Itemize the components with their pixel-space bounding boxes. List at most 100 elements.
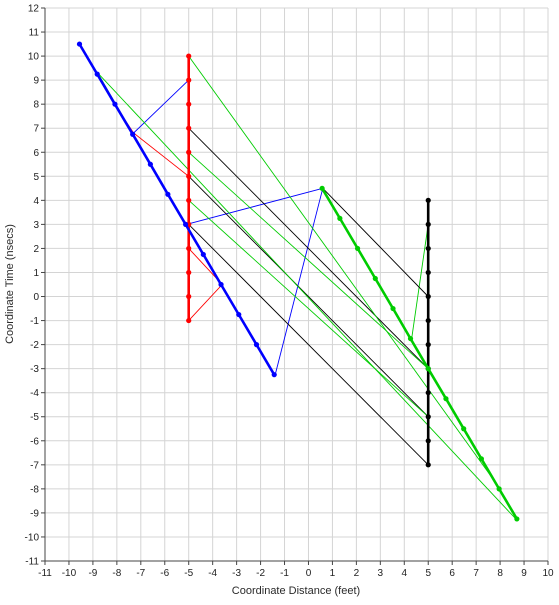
- data-point: [76, 41, 83, 47]
- data-point: [425, 317, 431, 324]
- y-tick-label: -9: [30, 508, 39, 519]
- signal-line: [188, 224, 429, 466]
- x-tick-label: -7: [136, 568, 145, 579]
- data-point: [354, 245, 361, 252]
- data-point: [130, 131, 136, 137]
- data-point: [186, 269, 192, 276]
- x-tick-label: 1: [330, 568, 336, 579]
- data-point: [425, 414, 431, 420]
- data-point: [218, 281, 224, 288]
- data-point: [496, 486, 502, 492]
- data-point: [165, 191, 171, 197]
- data-point: [147, 161, 153, 167]
- data-point: [236, 311, 242, 318]
- signal-line: [188, 151, 429, 370]
- x-tick-label: -5: [184, 568, 193, 579]
- y-tick-label: 0: [33, 292, 39, 303]
- y-tick-label: -2: [30, 340, 39, 351]
- y-tick-label: 3: [33, 220, 39, 231]
- data-point: [425, 462, 431, 468]
- signal-line: [97, 72, 518, 521]
- x-tick-label: -8: [112, 568, 121, 579]
- data-point: [372, 275, 378, 282]
- x-tick-label: 8: [497, 568, 503, 579]
- x-tick-label: 5: [425, 568, 431, 579]
- x-tick-label: 7: [473, 568, 479, 579]
- data-point: [425, 221, 431, 227]
- worldlines: [76, 41, 520, 522]
- data-point: [337, 215, 343, 221]
- data-point: [183, 221, 189, 227]
- y-tick-label: 8: [33, 100, 39, 111]
- x-tick-label: -10: [62, 568, 77, 579]
- data-point: [253, 342, 260, 348]
- y-tick-label: 5: [33, 172, 39, 183]
- worldline-series: [78, 43, 276, 376]
- data-point: [425, 269, 431, 276]
- x-tick-label: 2: [354, 568, 360, 579]
- x-tick-label: -3: [232, 568, 241, 579]
- grid: [44, 7, 549, 562]
- data-point: [186, 317, 192, 324]
- y-tick-label: 12: [28, 4, 40, 15]
- y-tick-label: 6: [33, 148, 39, 159]
- y-tick-label: -8: [30, 484, 39, 495]
- data-point: [186, 101, 192, 107]
- y-tick-label: 11: [29, 28, 40, 39]
- data-point: [461, 426, 467, 432]
- data-point: [186, 149, 192, 155]
- data-point: [443, 396, 449, 402]
- x-axis-title: Coordinate Distance (feet): [232, 585, 360, 597]
- y-tick-label: -6: [30, 436, 39, 447]
- data-point: [186, 173, 192, 179]
- signal-line: [322, 187, 429, 297]
- x-tick-label: 4: [402, 568, 408, 579]
- y-tick-label: 7: [33, 124, 39, 135]
- data-point: [186, 53, 192, 59]
- data-point: [186, 125, 192, 131]
- data-point: [319, 185, 325, 191]
- signal-line: [133, 79, 190, 134]
- x-tick-label: 3: [378, 568, 384, 579]
- data-point: [390, 305, 396, 312]
- y-tick-label: 1: [33, 268, 39, 279]
- y-axis-title: Coordinate Time (nsecs): [4, 224, 16, 344]
- y-tick-label: 9: [33, 76, 39, 87]
- x-tick-label: -2: [256, 568, 265, 579]
- data-point: [514, 516, 520, 522]
- x-tick-label: 0: [306, 568, 312, 579]
- signal-lines: [97, 55, 518, 521]
- signal-line: [188, 199, 429, 418]
- data-point: [478, 456, 485, 462]
- x-tick-label: 6: [449, 568, 455, 579]
- y-tick-label: 4: [33, 196, 39, 207]
- signal-line: [188, 127, 429, 370]
- data-point: [200, 251, 206, 258]
- signal-line: [188, 55, 501, 490]
- data-point: [425, 197, 431, 203]
- data-point: [94, 71, 100, 77]
- data-point: [186, 77, 192, 83]
- x-tick-label: -1: [280, 568, 289, 579]
- data-point: [425, 366, 431, 372]
- data-point: [186, 293, 192, 300]
- data-point: [186, 245, 192, 252]
- y-tick-label: -7: [30, 460, 39, 471]
- y-tick-label: -4: [30, 388, 39, 399]
- axes: -11 -10 -9 -8 -7 -6 -5 -4 -3 -2 -1 0 1 2 3 4 5 6 7 8 9 10-11-…: [25, 4, 554, 580]
- x-tick-label: -4: [208, 568, 217, 579]
- signal-line: [188, 175, 429, 418]
- y-tick-label: -11: [25, 557, 39, 568]
- data-point: [112, 101, 118, 107]
- data-point: [425, 342, 431, 348]
- data-point: [407, 335, 414, 342]
- data-point: [425, 438, 431, 444]
- x-tick-label: 10: [542, 568, 554, 579]
- y-tick-label: -3: [30, 364, 39, 375]
- x-tick-label: -9: [88, 568, 97, 579]
- x-tick-label: -6: [160, 568, 169, 579]
- worldline-series: [320, 187, 519, 520]
- y-tick-label: 2: [33, 244, 39, 255]
